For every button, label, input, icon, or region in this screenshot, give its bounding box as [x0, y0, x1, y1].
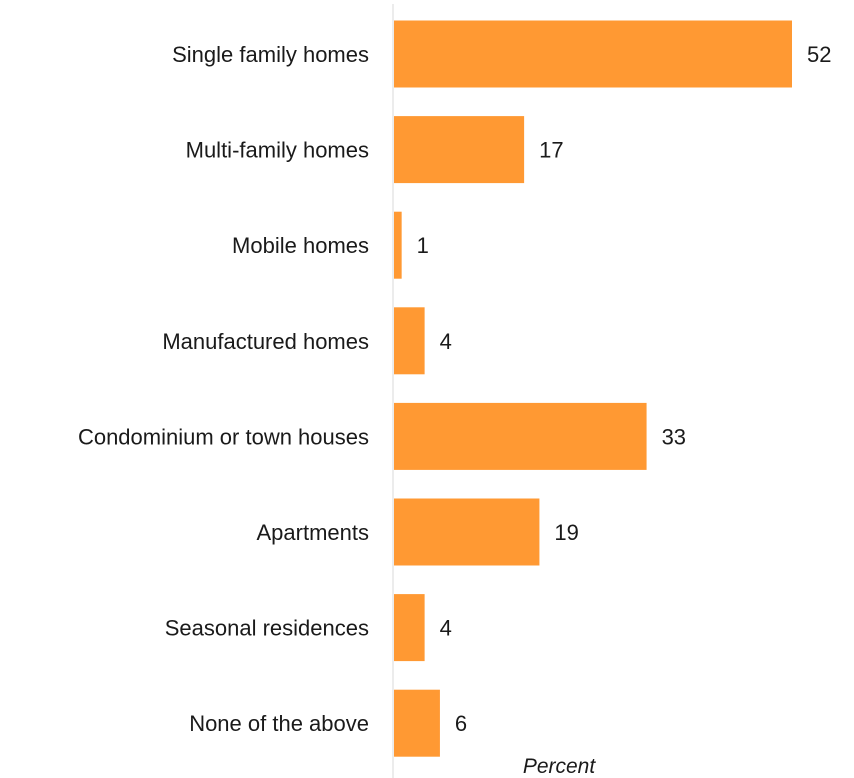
value-label: 17	[539, 138, 563, 163]
bar	[394, 116, 525, 184]
category-label: Multi-family homes	[186, 138, 369, 163]
bars-group	[394, 20, 792, 757]
bar	[394, 402, 647, 470]
bar	[394, 211, 402, 279]
value-label: 33	[662, 424, 686, 449]
bar	[394, 498, 540, 566]
value-label: 52	[807, 42, 831, 67]
category-label: None of the above	[189, 711, 369, 736]
value-label: 4	[440, 616, 452, 641]
bar	[394, 689, 440, 757]
value-label: 19	[554, 520, 578, 545]
value-label: 4	[440, 329, 452, 354]
category-label: Apartments	[257, 520, 370, 545]
category-label: Seasonal residences	[165, 616, 369, 641]
category-label: Condominium or town houses	[78, 424, 369, 449]
bar	[394, 20, 792, 88]
category-label: Single family homes	[172, 42, 369, 67]
x-axis-title: Percent	[523, 755, 597, 778]
bar	[394, 594, 425, 662]
value-label: 1	[417, 233, 429, 258]
bar	[394, 307, 425, 375]
category-labels-group: Single family homes Multi-family homes Mob…	[78, 42, 369, 736]
value-label: 6	[455, 711, 467, 736]
value-labels-group: 52 17 1 4 33 19 4 6	[417, 42, 832, 736]
category-label: Manufactured homes	[162, 329, 369, 354]
category-label: Mobile homes	[232, 233, 369, 258]
